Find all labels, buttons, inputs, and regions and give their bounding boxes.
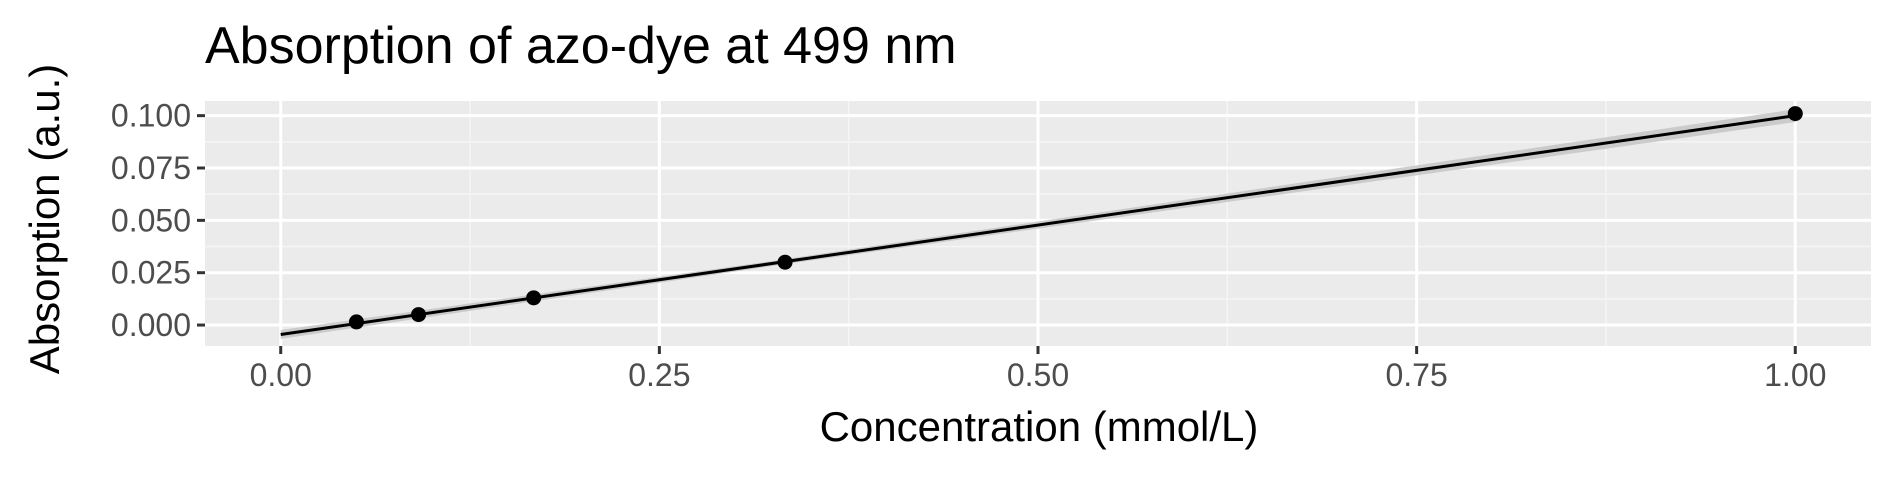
y-axis: 0.000 0.025 0.050 0.075 0.100	[111, 98, 205, 343]
data-point	[777, 254, 793, 270]
x-tick-label: 1.00	[1764, 357, 1826, 393]
grid	[205, 101, 1871, 346]
y-tick-label: 0.025	[111, 255, 191, 291]
x-tick-label: 0.75	[1385, 357, 1447, 393]
data-point	[411, 307, 427, 323]
data-point	[526, 290, 542, 306]
y-tick-label: 0.050	[111, 202, 191, 238]
x-axis-title: Concentration (mmol/L)	[820, 403, 1259, 450]
data-points	[348, 106, 1803, 330]
y-tick-label: 0.000	[111, 307, 191, 343]
data-point	[348, 314, 364, 330]
y-axis-title: Absorption (a.u.)	[21, 64, 68, 375]
chart-title: Absorption of azo-dye at 499 nm	[205, 17, 957, 75]
x-tick-label: 0.25	[628, 357, 690, 393]
y-tick-label: 0.075	[111, 150, 191, 186]
x-tick-label: 0.00	[250, 357, 312, 393]
y-tick-label: 0.100	[111, 98, 191, 134]
x-tick-label: 0.50	[1007, 357, 1069, 393]
data-point	[1787, 106, 1803, 122]
x-axis: 0.00 0.25 0.50 0.75 1.00	[250, 346, 1826, 393]
